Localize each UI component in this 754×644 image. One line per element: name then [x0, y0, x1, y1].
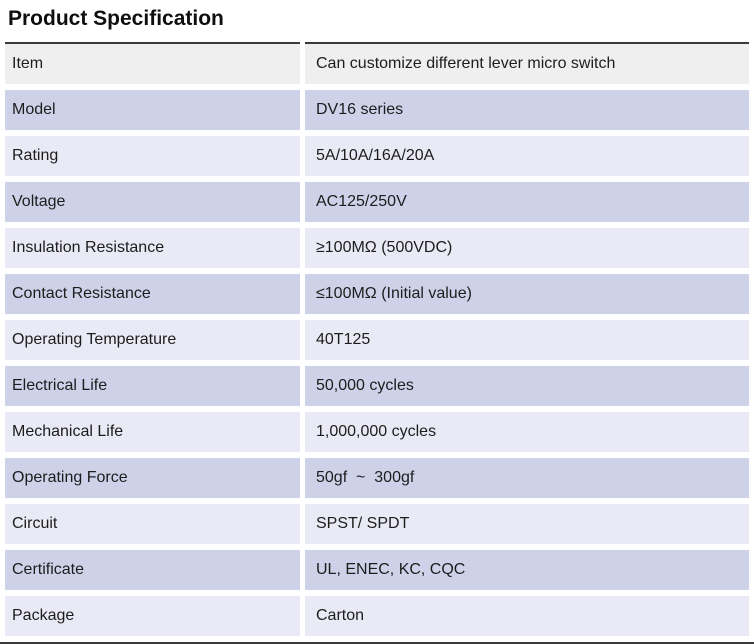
- spec-value: ≤100MΩ (Initial value): [305, 274, 749, 314]
- spec-value: Can customize different lever micro swit…: [305, 42, 749, 84]
- spec-label: Mechanical Life: [5, 412, 300, 452]
- spec-value: Carton: [305, 596, 749, 636]
- spec-label: Contact Resistance: [5, 274, 300, 314]
- spec-label: Insulation Resistance: [5, 228, 300, 268]
- table-row: Mechanical Life 1,000,000 cycles: [5, 412, 749, 452]
- spec-value: 50gf ~ 300gf: [305, 458, 749, 498]
- spec-label: Rating: [5, 136, 300, 176]
- table-row: Item Can customize different lever micro…: [5, 42, 749, 84]
- spec-label: Operating Temperature: [5, 320, 300, 360]
- spec-value: 1,000,000 cycles: [305, 412, 749, 452]
- spec-label: Item: [5, 42, 300, 84]
- table-row: Model DV16 series: [5, 90, 749, 130]
- spec-value: DV16 series: [305, 90, 749, 130]
- table-row: Package Carton: [5, 596, 749, 636]
- spec-label: Package: [5, 596, 300, 636]
- table-row: Insulation Resistance ≥100MΩ (500VDC): [5, 228, 749, 268]
- spec-value: ≥100MΩ (500VDC): [305, 228, 749, 268]
- table-row: Circuit SPST/ SPDT: [5, 504, 749, 544]
- page-title: Product Specification: [8, 7, 224, 30]
- spec-table-body: Item Can customize different lever micro…: [5, 42, 749, 636]
- spec-label: Operating Force: [5, 458, 300, 498]
- spec-value: 40T125: [305, 320, 749, 360]
- table-row: Electrical Life 50,000 cycles: [5, 366, 749, 406]
- spec-label: Certificate: [5, 550, 300, 590]
- spec-label: Model: [5, 90, 300, 130]
- spec-value: UL, ENEC, KC, CQC: [305, 550, 749, 590]
- spec-label: Electrical Life: [5, 366, 300, 406]
- spec-label: Circuit: [5, 504, 300, 544]
- spec-value: AC125/250V: [305, 182, 749, 222]
- spec-table: Item Can customize different lever micro…: [0, 36, 754, 644]
- table-row: Certificate UL, ENEC, KC, CQC: [5, 550, 749, 590]
- spec-value: SPST/ SPDT: [305, 504, 749, 544]
- table-row: Voltage AC125/250V: [5, 182, 749, 222]
- spec-value: 50,000 cycles: [305, 366, 749, 406]
- table-row: Contact Resistance ≤100MΩ (Initial value…: [5, 274, 749, 314]
- spec-label: Voltage: [5, 182, 300, 222]
- spec-value: 5A/10A/16A/20A: [305, 136, 749, 176]
- table-row: Operating Force 50gf ~ 300gf: [5, 458, 749, 498]
- table-row: Rating 5A/10A/16A/20A: [5, 136, 749, 176]
- table-row: Operating Temperature 40T125: [5, 320, 749, 360]
